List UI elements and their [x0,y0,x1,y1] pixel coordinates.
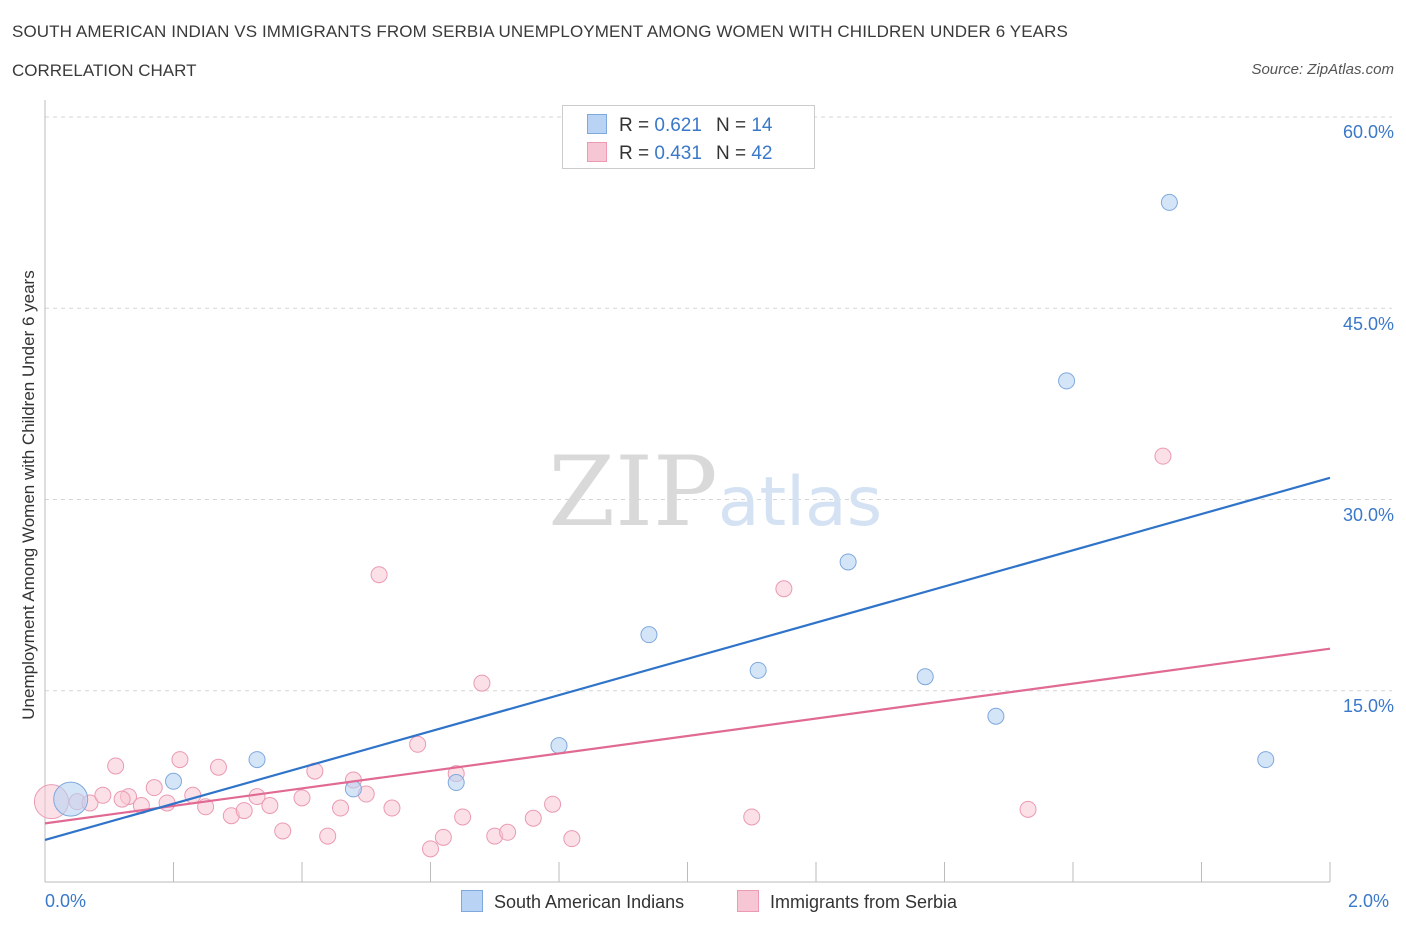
data-point [145,779,163,797]
data-point [499,823,517,841]
data-point [447,774,465,792]
stats-legend: R = 0.621 N = 14 R = 0.431 N = 42 [562,105,815,169]
data-point [839,553,857,571]
trend-lines [44,476,1331,841]
x-tick-max: 2.0% [1348,891,1390,911]
data-point [640,626,658,644]
r-value-pink: 0.431 [654,143,702,164]
data-point [454,808,472,826]
y-tick-30: 30.0% [1342,505,1394,525]
watermark-zip: ZIP [548,436,717,548]
data-point [274,822,292,840]
legend-row-pink: R = 0.431 N = 42 [587,142,772,164]
data-point [563,830,581,848]
grid [45,116,1392,692]
data-point [113,790,131,808]
pink-swatch [587,142,607,162]
data-point [1160,193,1178,211]
legend-row-blue: R = 0.621 N = 14 [587,114,772,136]
legend-item-immigrants-from-serbia: Immigrants from Serbia [737,890,957,913]
data-point [370,566,388,584]
data-point [209,758,227,776]
blue-swatch [461,890,483,912]
r-label: R = [619,143,650,164]
data-point [743,808,761,826]
r-value-blue: 0.621 [654,115,702,136]
data-point [235,802,253,820]
data-point [107,757,125,775]
chart-title: SOUTH AMERICAN INDIAN VS IMMIGRANTS FROM… [12,22,1068,41]
data-point [344,780,362,798]
n-value-pink: 42 [751,143,773,164]
y-axis-label: Unemployment Among Women with Children U… [19,270,38,720]
data-point [53,781,89,817]
source-label: Source: ZipAtlas.com [1251,61,1394,78]
series-immigrants-from-serbia [33,447,1172,858]
data-point [332,799,350,817]
data-point [171,751,189,769]
n-value-blue: 14 [751,115,773,136]
legend-item-south-american-indians: South American Indians [461,890,684,913]
data-point [319,827,337,845]
data-point [473,674,491,692]
watermark: ZIP atlas [548,436,882,548]
legend-label-pink: Immigrants from Serbia [770,892,958,912]
n-label: N = [715,115,747,136]
axes [44,100,1331,883]
y-tick-60: 60.0% [1342,122,1394,142]
x-tick-min: 0.0% [45,891,87,911]
data-point [1058,372,1076,390]
pink-swatch [737,890,759,912]
data-point [749,661,767,679]
legend-label-blue: South American Indians [494,892,685,912]
r-label: R = [619,115,650,136]
data-point [987,707,1005,725]
data-point [1154,447,1172,465]
data-point [248,751,266,769]
data-point [550,737,568,755]
blue-swatch [587,114,607,134]
data-point [94,786,112,804]
y-tick-15: 15.0% [1342,696,1394,716]
data-point [293,789,311,807]
trend-line-serbia [44,647,1331,825]
data-point [1257,751,1275,769]
y-tick-45: 45.0% [1342,314,1394,334]
data-point [165,772,182,790]
data-point [422,840,439,858]
data-point [544,795,562,813]
data-point [775,580,793,598]
data-point [409,735,427,753]
chart-subtitle: CORRELATION CHART [12,61,197,80]
trend-line-south-american-indians [44,476,1331,841]
data-point [1019,800,1037,818]
data-point [261,797,279,814]
data-point [383,799,401,817]
data-point [434,828,452,846]
watermark-atlas: atlas [718,463,882,542]
n-label: N = [715,143,747,164]
data-point [916,668,934,686]
series-south-american-indians [53,193,1275,817]
data-point [524,809,542,827]
